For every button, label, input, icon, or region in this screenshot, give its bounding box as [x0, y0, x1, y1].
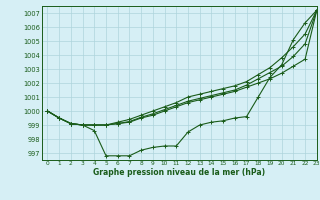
X-axis label: Graphe pression niveau de la mer (hPa): Graphe pression niveau de la mer (hPa)	[93, 168, 265, 177]
